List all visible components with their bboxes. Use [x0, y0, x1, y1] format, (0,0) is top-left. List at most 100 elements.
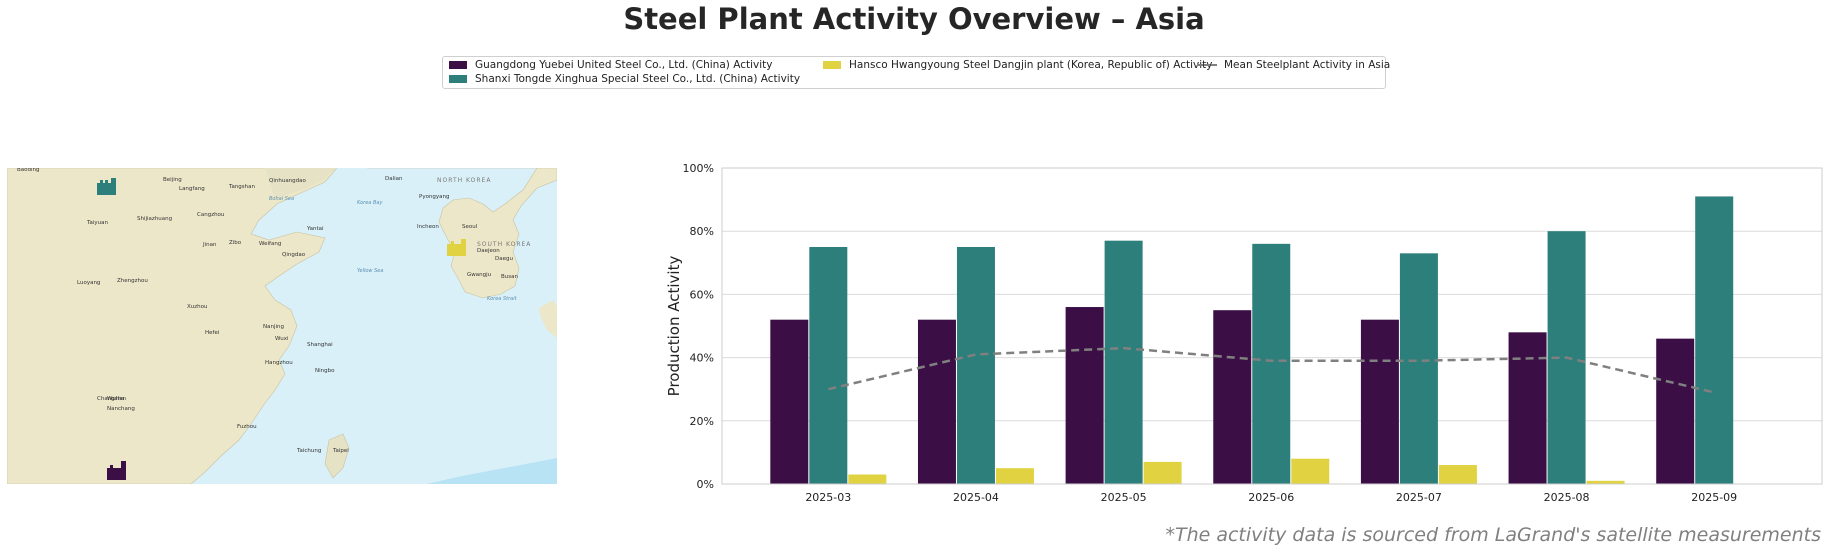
map-city-label: Nanchang — [107, 406, 135, 412]
y-tick-label: 0% — [697, 478, 714, 491]
map-city-label: Zhengzhou — [117, 278, 148, 284]
map-city-label: Daejeon — [477, 248, 500, 254]
legend-swatch-hansco — [823, 61, 841, 69]
bar-shanxi-2025-05 — [1104, 240, 1143, 484]
map-china-land — [7, 168, 338, 484]
map-city-label: Daegu — [495, 256, 513, 262]
map-japan-land — [539, 300, 557, 338]
map-deep-water — [7, 458, 557, 484]
map-city-label: Shanghai — [307, 342, 333, 348]
y-tick-label: 60% — [690, 288, 714, 301]
bar-hansco-2025-07 — [1438, 465, 1477, 484]
x-tick-label: 2025-03 — [805, 491, 851, 504]
plot-frame — [721, 167, 1823, 485]
y-tick-label: 100% — [683, 162, 714, 175]
map-canvas: Baoding Beijing Tangshan Langfang Qinhuangda… — [7, 168, 557, 484]
chart-bars — [770, 196, 1734, 484]
legend-item-shanxi: Shanxi Tongde Xinghua Special Steel Co.,… — [449, 73, 800, 85]
legend-line-mean — [1197, 64, 1217, 66]
map-city-label: Busan — [501, 274, 518, 280]
map-city-label: Shijiazhuang — [137, 216, 172, 222]
x-tick-label: 2025-05 — [1101, 491, 1147, 504]
map-city-label: Cangzhou — [197, 212, 224, 218]
map-city-label: Fuzhou — [237, 424, 257, 430]
map-city-label: Changsha — [97, 396, 124, 402]
map-city-label: Hangzhou — [265, 360, 293, 366]
asia-map: Baoding Beijing Tangshan Langfang Qinhuangda… — [7, 168, 557, 484]
bar-shanxi-2025-09 — [1695, 196, 1734, 484]
bar-hansco-2025-05 — [1143, 461, 1182, 484]
map-city-label: Gwangju — [467, 272, 491, 278]
map-city-label: Tangshan — [228, 184, 256, 190]
legend: Guangdong Yuebei United Steel Co., Ltd. … — [442, 56, 1390, 89]
legend-label-guangdong: Guangdong Yuebei United Steel Co., Ltd. … — [475, 59, 773, 71]
x-tick-label: 2025-07 — [1396, 491, 1442, 504]
map-city-label: Dalian — [385, 176, 403, 182]
x-tick-label: 2025-06 — [1248, 491, 1294, 504]
map-city-label: Ningbo — [315, 368, 335, 374]
legend-swatch-shanxi — [449, 75, 467, 83]
bar-shanxi-2025-04 — [956, 247, 995, 484]
map-sea-label: Korea Strait — [487, 296, 518, 302]
y-tick-label: 80% — [690, 225, 714, 238]
bar-guangdong-2025-09 — [1656, 338, 1695, 484]
y-tick-label: 20% — [690, 415, 714, 428]
bar-shanxi-2025-03 — [809, 247, 848, 484]
map-city-label: Luoyang — [77, 280, 100, 286]
y-axis-label: Production Activity — [665, 256, 683, 397]
x-tick-label: 2025-09 — [1691, 491, 1737, 504]
map-taiwan-land — [324, 433, 350, 479]
map-sea-label: Yellow Sea — [357, 268, 383, 274]
map-city-label: Seoul — [462, 224, 478, 230]
bar-guangdong-2025-07 — [1360, 319, 1399, 484]
map-city-label: Baoding — [17, 168, 40, 173]
map-city-label: Yantai — [306, 226, 324, 232]
legend-item-mean: Mean Steelplant Activity in Asia — [1197, 59, 1390, 71]
bar-shanxi-2025-06 — [1252, 243, 1291, 484]
map-city-label: Nanjing — [263, 324, 284, 330]
map-city-label: Jinan — [202, 242, 217, 248]
bar-guangdong-2025-06 — [1213, 310, 1252, 484]
legend-label-mean: Mean Steelplant Activity in Asia — [1224, 59, 1391, 71]
bar-shanxi-2025-07 — [1399, 253, 1438, 484]
bar-hansco-2025-08 — [1586, 480, 1625, 484]
map-city-label: Xuzhou — [187, 304, 207, 310]
map-city-label: Wuxi — [275, 336, 289, 342]
x-tick-label: 2025-08 — [1544, 491, 1590, 504]
map-sea-label: Korea Bay — [357, 200, 383, 206]
chart-axes: 0% 20% 40% 60% 80% 100% Production Activity 202… — [665, 162, 1823, 504]
bar-hansco-2025-04 — [995, 468, 1034, 484]
map-city-label: Taichung — [296, 448, 321, 454]
plant-marker-hansco — [447, 239, 466, 256]
plant-marker-shanxi — [97, 178, 116, 195]
map-city-label: Beijing — [163, 177, 182, 183]
map-city-label: Wuhan — [107, 396, 127, 402]
map-country-label: NORTH KOREA — [437, 177, 491, 184]
legend-item-guangdong: Guangdong Yuebei United Steel Co., Ltd. … — [449, 59, 772, 71]
bar-hansco-2025-06 — [1291, 458, 1330, 484]
map-city-label: Hefei — [205, 330, 220, 336]
x-tick-label: 2025-04 — [953, 491, 999, 504]
chart-title: Steel Plant Activity Overview – Asia — [623, 2, 1205, 36]
map-city-label: Taiyuan — [86, 220, 108, 226]
legend-swatch-guangdong — [449, 61, 467, 69]
map-city-label: Langfang — [179, 186, 205, 192]
map-city-label: Incheon — [417, 224, 439, 230]
mean-activity-line — [828, 346, 1715, 394]
y-tick-label: 40% — [690, 352, 714, 365]
bar-guangdong-2025-08 — [1508, 332, 1547, 484]
chart-mean-line — [828, 346, 1715, 394]
bar-hansco-2025-03 — [848, 474, 887, 484]
map-liaoning-land — [265, 168, 337, 198]
map-city-label: Pyongyang — [419, 194, 450, 200]
bar-guangdong-2025-04 — [917, 319, 956, 484]
map-city-label: Qinhuangdao — [269, 178, 307, 184]
map-city-label: Taipei — [332, 448, 349, 454]
legend-item-hansco: Hansco Hwangyoung Steel Dangjin plant (K… — [823, 59, 1213, 71]
map-country-label: SOUTH KOREA — [477, 241, 531, 248]
map-city-label: Qingdao — [282, 252, 306, 258]
plant-marker-guangdong — [107, 461, 126, 480]
legend-label-hansco: Hansco Hwangyoung Steel Dangjin plant (K… — [849, 59, 1213, 71]
bar-guangdong-2025-03 — [770, 319, 809, 484]
